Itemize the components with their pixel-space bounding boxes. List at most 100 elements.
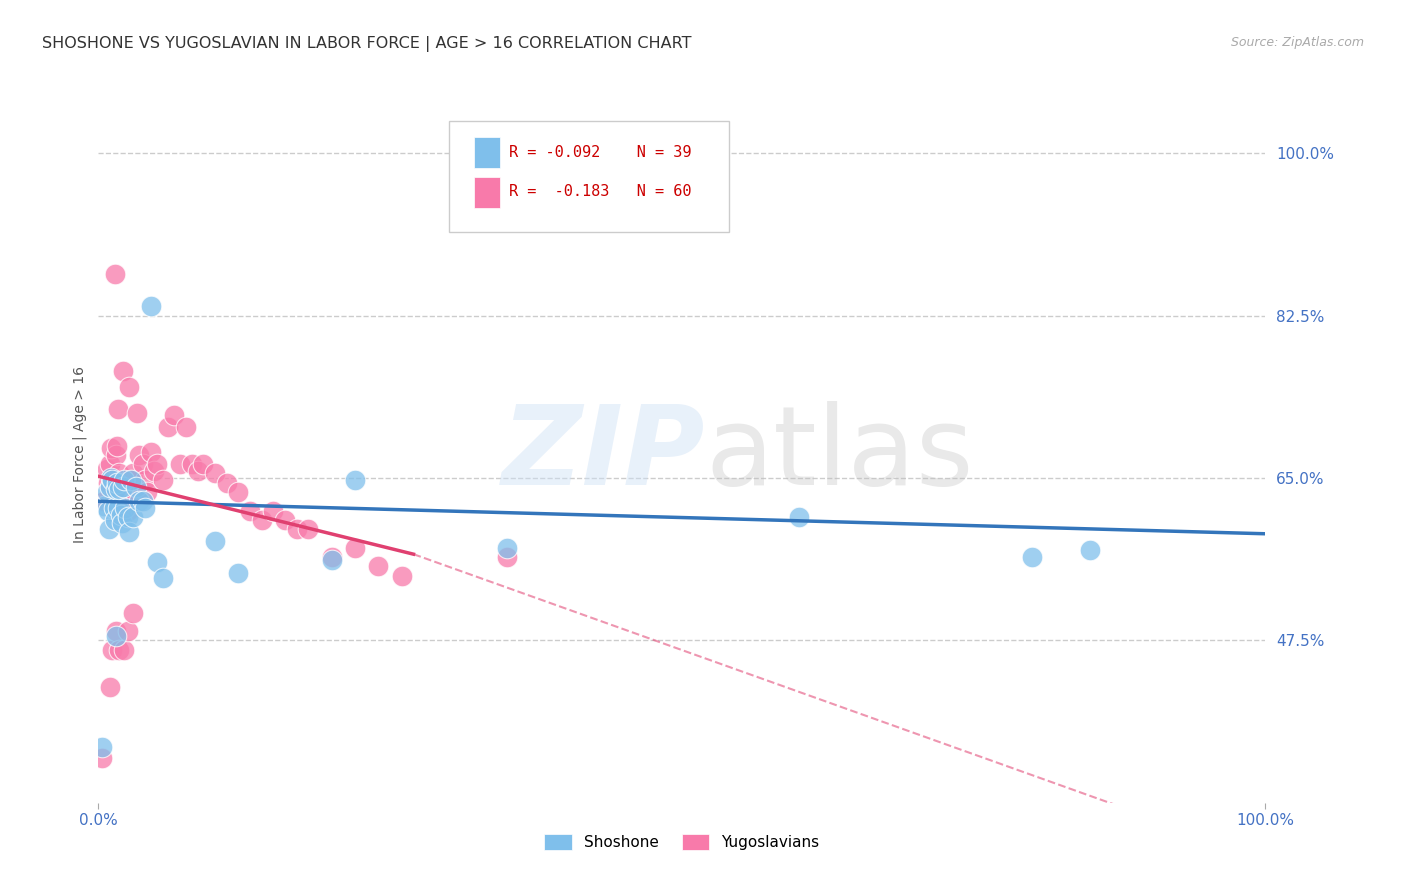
FancyBboxPatch shape: [449, 121, 728, 232]
Text: atlas: atlas: [706, 401, 974, 508]
Point: [391, 568, 413, 582]
Text: ZIP: ZIP: [502, 401, 706, 508]
Y-axis label: In Labor Force | Age > 16: In Labor Force | Age > 16: [73, 367, 87, 543]
FancyBboxPatch shape: [474, 137, 501, 169]
Point: [98, 680, 121, 694]
Point: [174, 420, 197, 434]
Point: [285, 522, 308, 536]
Point: [163, 408, 186, 422]
Point: [321, 549, 343, 564]
Point: [117, 503, 139, 517]
Point: [97, 475, 120, 490]
Point: [120, 473, 142, 487]
Text: Source: ZipAtlas.com: Source: ZipAtlas.com: [1230, 36, 1364, 49]
Point: [112, 642, 135, 657]
Point: [108, 642, 131, 657]
Point: [787, 510, 810, 524]
Point: [136, 485, 159, 500]
Point: [107, 401, 129, 416]
Point: [239, 503, 262, 517]
Point: [1080, 543, 1102, 558]
FancyBboxPatch shape: [474, 177, 501, 208]
Point: [104, 482, 127, 496]
Point: [274, 513, 297, 527]
Point: [134, 500, 156, 515]
Point: [146, 555, 169, 569]
Point: [496, 541, 519, 555]
Point: [93, 494, 115, 508]
Point: [103, 488, 125, 502]
Point: [157, 420, 180, 434]
Point: [122, 467, 145, 481]
Point: [228, 485, 250, 500]
Point: [139, 299, 162, 313]
Point: [117, 624, 139, 639]
Point: [96, 462, 118, 476]
Point: [262, 503, 284, 517]
Point: [297, 522, 319, 536]
Point: [98, 457, 121, 471]
Point: [128, 448, 150, 462]
Point: [108, 467, 131, 481]
Point: [104, 629, 127, 643]
Point: [152, 571, 174, 585]
Point: [128, 494, 150, 508]
Point: [97, 503, 120, 517]
Point: [111, 480, 134, 494]
Point: [112, 473, 135, 487]
Text: R = -0.092    N = 39: R = -0.092 N = 39: [509, 145, 692, 160]
Point: [117, 510, 139, 524]
Point: [103, 500, 125, 515]
Point: [104, 624, 127, 639]
Point: [180, 457, 202, 471]
Point: [110, 508, 132, 523]
Point: [250, 513, 273, 527]
Point: [96, 485, 118, 500]
Point: [132, 457, 155, 471]
Point: [122, 510, 145, 524]
Point: [90, 751, 112, 765]
Point: [125, 488, 148, 502]
Point: [204, 467, 226, 481]
Point: [143, 464, 166, 478]
Point: [125, 406, 148, 420]
Point: [111, 516, 134, 530]
Point: [125, 480, 148, 494]
Point: [97, 522, 120, 536]
Point: [111, 494, 134, 508]
Point: [228, 566, 250, 580]
Point: [104, 448, 127, 462]
Point: [169, 457, 191, 471]
Point: [104, 513, 127, 527]
Point: [93, 499, 115, 513]
Point: [114, 475, 136, 490]
Point: [120, 473, 142, 487]
Point: [344, 473, 367, 487]
Point: [344, 541, 367, 555]
Point: [139, 445, 162, 459]
Point: [367, 559, 389, 574]
Point: [101, 473, 124, 487]
Point: [134, 473, 156, 487]
Point: [122, 606, 145, 620]
Text: SHOSHONE VS YUGOSLAVIAN IN LABOR FORCE | AGE > 16 CORRELATION CHART: SHOSHONE VS YUGOSLAVIAN IN LABOR FORCE |…: [42, 36, 692, 52]
Point: [132, 494, 155, 508]
Text: R =  -0.183   N = 60: R = -0.183 N = 60: [509, 185, 692, 200]
Point: [146, 457, 169, 471]
Point: [1021, 549, 1043, 564]
Point: [215, 475, 238, 490]
Point: [187, 464, 209, 478]
Point: [98, 480, 121, 494]
Point: [118, 380, 141, 394]
Point: [100, 471, 122, 485]
Point: [100, 442, 122, 456]
Point: [90, 740, 112, 755]
Point: [107, 500, 129, 515]
Point: [101, 473, 124, 487]
Point: [110, 494, 132, 508]
Point: [193, 457, 215, 471]
Point: [152, 473, 174, 487]
Point: [105, 439, 128, 453]
Point: [114, 500, 136, 515]
Point: [111, 364, 134, 378]
